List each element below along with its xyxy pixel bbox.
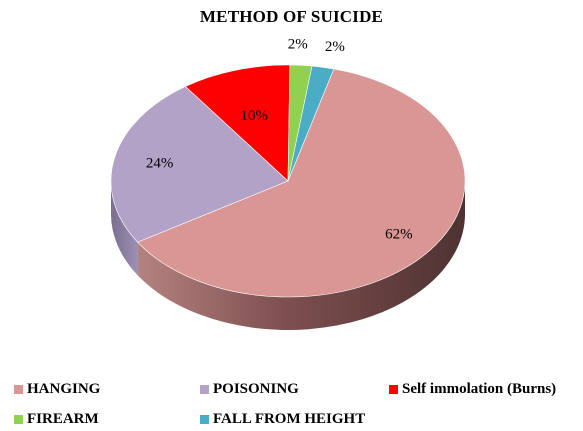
data-label-self-immolation: 10%	[240, 108, 268, 124]
data-label-fall-from-height: 2%	[325, 39, 345, 55]
pie-slice-poisoning	[110, 86, 289, 243]
data-label-firearm: 2%	[288, 37, 308, 53]
pie-slice-hanging	[137, 68, 466, 298]
data-label-hanging: 62%	[385, 226, 413, 242]
pie-data-labels: 62% 24% 10% 2% 2%	[146, 37, 413, 243]
pie-slice-self-immolation	[184, 64, 291, 182]
chart-title: METHOD OF SUICIDE	[199, 7, 384, 26]
pie-side-hanging	[137, 181, 465, 330]
pie-slices	[110, 64, 466, 298]
data-label-poisoning: 24%	[146, 155, 174, 171]
pie-side-poisoning	[111, 181, 138, 276]
pie-slice-fall-from-height	[287, 65, 335, 182]
pie-3d-sides	[111, 181, 465, 330]
